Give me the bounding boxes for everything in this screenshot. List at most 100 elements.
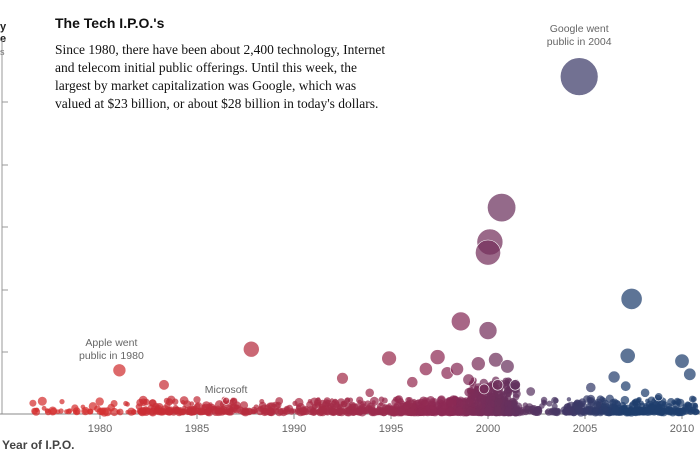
ipo-bubble-25: [674, 353, 690, 369]
ipo-small-dot-1533: [671, 399, 676, 405]
ipo-small-dot-1549: [683, 406, 690, 412]
annotation-line2-1: public in 1980: [79, 350, 144, 362]
ipo-bubble-3: [475, 239, 501, 266]
ipo-small-dot-234: [275, 397, 284, 405]
ipo-small-dot-38: [116, 408, 124, 416]
ipo-small-dot-210: [245, 407, 253, 415]
ipo-small-dot-148: [193, 396, 201, 404]
ipo-small-dot-246: [281, 409, 288, 415]
ipo-small-dot-1224: [556, 410, 561, 414]
ipo-small-dot-101: [167, 409, 174, 415]
x-tick-label-2005: 2005: [573, 423, 597, 435]
ipo-small-dot-9: [49, 407, 57, 415]
ipo-small-dot-1390: [611, 406, 621, 415]
ipo-small-dot-43: [128, 410, 133, 414]
ipo-bubble-microsoft: [222, 396, 230, 405]
ipo-small-dot-193: [230, 397, 235, 402]
ipo-small-dot-859: [469, 407, 477, 416]
annotation-line1-2: Microsoft: [205, 384, 248, 396]
ipo-bubble-11: [336, 372, 349, 385]
ipo-small-dot-1211: [544, 409, 550, 415]
ipo-small-dot-256: [294, 397, 304, 407]
ipo-bubble-34: [525, 386, 536, 397]
ipo-small-dot-220: [259, 399, 265, 404]
ipo-small-dot-319: [331, 400, 337, 406]
ipo-small-dot-1205: [532, 408, 541, 416]
ipo-small-dot-102: [167, 395, 176, 404]
ipo-small-dot-27: [87, 408, 94, 415]
ipo-small-dot-391: [371, 408, 378, 415]
ipo-small-dot-255: [294, 409, 301, 415]
ipo-small-dot-408: [382, 404, 389, 411]
ipo-small-dot-3: [32, 407, 41, 416]
ipo-small-dot-11: [58, 408, 64, 414]
ipo-small-dot-1213: [546, 400, 553, 407]
ipo-bubble-26: [683, 367, 697, 381]
ipo-small-dot-1163: [504, 377, 512, 385]
ipo-bubble-13: [418, 362, 433, 376]
ipo-small-dot-337: [340, 400, 346, 406]
ipo-bubble-20: [509, 379, 521, 391]
ipo-small-dot-1179: [509, 409, 514, 414]
ipo-small-dot-1131: [512, 393, 520, 401]
ipo-small-dot-202: [233, 401, 241, 409]
ipo-small-dot-238: [274, 407, 284, 417]
ipo-small-dot-15: [67, 408, 73, 414]
ipo-small-dot-336: [340, 409, 346, 415]
ipo-small-dot-178: [216, 409, 222, 415]
ipo-small-dot-69: [148, 408, 156, 416]
ipo-bubble-31: [364, 387, 375, 398]
ipo-bubble-1: [487, 193, 517, 223]
ipo-small-dot-1331: [593, 400, 602, 409]
ipo-small-dot-779: [455, 406, 464, 415]
chart-subtitle: Since 1980, there have been about 2,400 …: [55, 42, 386, 111]
ipo-bubble-10: [381, 350, 397, 367]
ipo-small-dot-1532: [670, 409, 676, 415]
ipo-small-dot-401: [378, 396, 385, 403]
ipo-small-dot-1280: [578, 403, 584, 408]
ipo-small-dot-1381: [611, 398, 619, 406]
ipo-small-dot-368: [360, 400, 367, 407]
ipo-small-dot-73: [149, 399, 156, 407]
ipo-bubble-7: [243, 340, 260, 358]
ipo-small-dot-333: [344, 397, 350, 404]
intro-block: The Tech I.P.O.'s Since 1980, there have…: [55, 15, 395, 113]
ipo-small-dot-301: [324, 408, 332, 416]
ipo-small-dot-442: [394, 395, 402, 403]
ipo-bubble-9: [158, 379, 170, 391]
ipo-small-dot-478: [397, 406, 406, 415]
ipo-small-dot-19: [71, 404, 79, 412]
ipo-bubble-23: [607, 370, 621, 384]
ipo-small-dot-1476: [643, 407, 652, 416]
ipo-small-dot-1558: [689, 395, 696, 403]
ipo-small-dot-276: [314, 397, 322, 406]
ipo-bubble-4: [450, 311, 471, 332]
x-axis-label: Year of I.P.O.: [2, 438, 74, 450]
ipo-small-dot-443: [387, 408, 395, 416]
ipo-small-dot-1557: [692, 402, 698, 408]
ipo-small-dot-35: [107, 403, 115, 412]
ipo-small-dot-7: [37, 396, 47, 406]
ipo-small-dot-384: [379, 402, 383, 406]
ipo-small-dot-1223: [552, 408, 560, 416]
ipo-small-dot-58: [143, 398, 150, 406]
ipo-bubble-5: [478, 321, 498, 340]
ipo-small-dot-130: [189, 401, 195, 407]
ipo-bubble-29: [654, 392, 664, 402]
ipo-small-dot-1230: [566, 397, 572, 402]
ipo-small-dot-280: [311, 409, 317, 415]
ipo-small-dot-1206: [539, 403, 545, 409]
ipo-small-dot-22: [82, 408, 88, 414]
ipo-small-dot-144: [195, 402, 203, 410]
x-tick-label-2000: 2000: [476, 423, 500, 435]
ipo-small-dot-57: [139, 406, 147, 415]
ipo-bubble-16: [450, 362, 464, 376]
ipo-bubble-18: [488, 352, 504, 368]
ipo-small-dot-939: [478, 392, 485, 399]
annotation-line1-0: Google went: [550, 23, 609, 35]
ipo-bubble-19: [500, 359, 515, 374]
ipo-bubble-6: [620, 287, 643, 310]
ipo-small-dot-31: [99, 407, 109, 417]
ipo-small-dot-1172: [504, 387, 512, 396]
